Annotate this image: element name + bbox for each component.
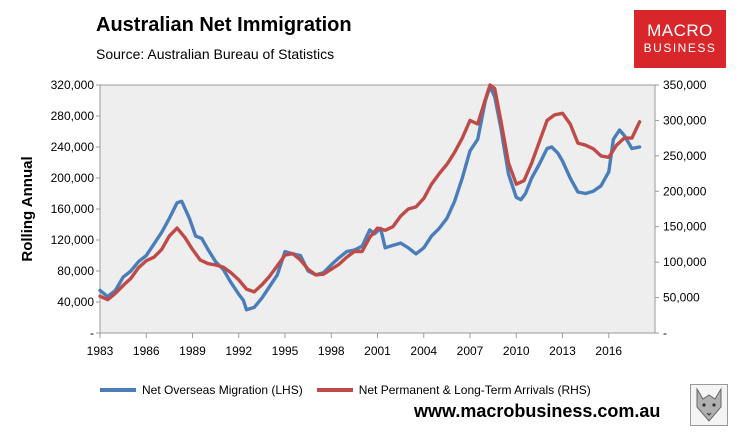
macrobusiness-logo: MACRO BUSINESS: [634, 10, 726, 68]
x-tick-label: 2010: [503, 344, 530, 358]
wolf-icon: [690, 384, 728, 426]
y-left-tick-label: 280,000: [51, 109, 95, 123]
x-tick-label: 2001: [364, 344, 391, 358]
y-left-tick-label: 120,000: [51, 233, 95, 247]
y-right-tick-label: 300,000: [663, 113, 707, 127]
logo-line-2: BUSINESS: [643, 41, 717, 55]
y-right-tick-label: 250,000: [663, 149, 707, 163]
x-tick-label: 1995: [272, 344, 299, 358]
x-tick-label: 2004: [410, 344, 437, 358]
y-right-tick-label: 50,000: [663, 291, 700, 305]
website-url: www.macrobusiness.com.au: [414, 401, 661, 421]
chart-source: Source: Australian Bureau of Statistics: [96, 46, 335, 62]
y-left-tick-label: -: [90, 326, 94, 340]
y-right-tick-label: 100,000: [663, 255, 707, 269]
x-tick-label: 2013: [549, 344, 576, 358]
x-tick-label: 1992: [225, 344, 252, 358]
legend-item-lhs: Net Overseas Migration (LHS): [100, 383, 303, 397]
y-right-tick-label: 350,000: [663, 78, 707, 92]
chart-title: Australian Net Immigration: [96, 14, 352, 36]
y-left-tick-label: 160,000: [51, 202, 95, 216]
x-tick-label: 1983: [87, 344, 114, 358]
legend-label-lhs: Net Overseas Migration (LHS): [142, 383, 303, 397]
y-left-tick-label: 240,000: [51, 140, 95, 154]
x-tick-label: 2016: [595, 344, 622, 358]
x-tick-label: 1986: [133, 344, 160, 358]
y-left-tick-label: 320,000: [51, 78, 95, 92]
y-right-tick-label: 200,000: [663, 184, 707, 198]
y-right-tick-label: 150,000: [663, 220, 707, 234]
legend-label-rhs: Net Permanent & Long-Term Arrivals (RHS): [358, 383, 591, 397]
legend-item-rhs: Net Permanent & Long-Term Arrivals (RHS): [316, 383, 591, 397]
logo-line-1: MACRO: [647, 21, 713, 40]
x-tick-label: 2007: [457, 344, 484, 358]
y-right-tick-label: -: [663, 326, 667, 340]
legend: Net Overseas Migration (LHS) Net Permane…: [100, 383, 605, 397]
series-line-net-overseas-migration: [98, 84, 642, 312]
legend-swatch-rhs: [316, 388, 353, 392]
legend-swatch-lhs: [100, 388, 136, 392]
y-left-tick-label: 200,000: [51, 171, 95, 185]
x-tick-label: 1998: [318, 344, 345, 358]
series-line-net-permanent-long-term-arrivals: [98, 83, 642, 302]
x-tick-label: 1989: [179, 344, 206, 358]
y-axis-label: Rolling Annual: [19, 156, 36, 261]
y-left-tick-label: 40,000: [57, 295, 94, 309]
y-left-tick-label: 80,000: [57, 264, 94, 278]
plot-area: [99, 84, 656, 334]
